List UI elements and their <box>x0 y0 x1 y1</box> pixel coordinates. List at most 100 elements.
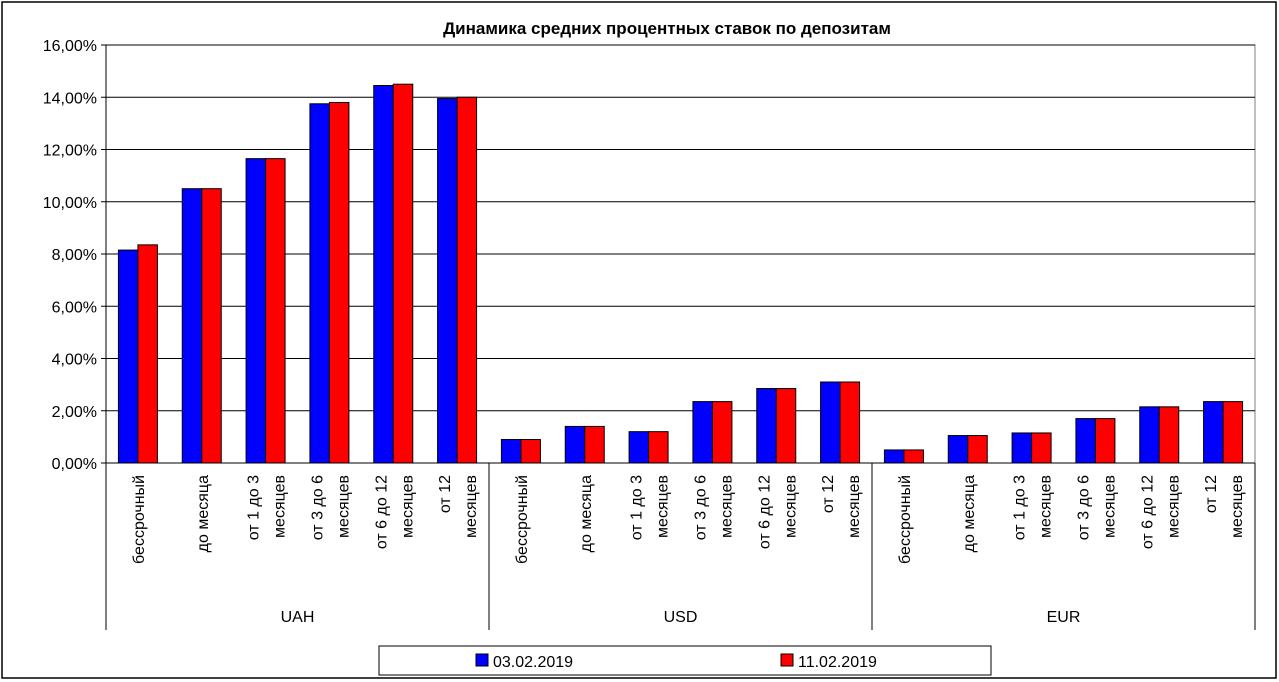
category-label: бессрочный <box>514 475 531 564</box>
category-label: от 1 до 3 месяцев <box>1012 475 1055 540</box>
category-label-line: месяцев <box>782 475 799 538</box>
bar-eur-2-series-1 <box>947 435 969 464</box>
bar-usd-3-series-1 <box>628 431 650 464</box>
category-label-line: месяцев <box>655 475 672 538</box>
category-label: бессрочный <box>131 475 148 564</box>
category-label: от 6 до 12 месяцев <box>373 475 416 549</box>
category-label-line: до месяца <box>578 475 595 552</box>
bar-usd-5-series-2 <box>775 388 797 464</box>
bar-uah-2-series-1 <box>181 188 203 464</box>
category-label-line: от 1 до 3 <box>629 475 646 540</box>
category-label: от 6 до 12 месяцев <box>756 475 799 549</box>
category-label-line: бессрочный <box>897 475 914 564</box>
bar-uah-3-series-2 <box>265 158 286 464</box>
category-label-line: бессрочный <box>131 475 148 564</box>
legend-label-series-1: 03.02.2019 <box>493 654 573 671</box>
category-label: до месяца <box>195 475 212 552</box>
category-label-line: от 1 до 3 <box>246 475 263 540</box>
category-label-line: месяцев <box>272 475 289 538</box>
legend-label-series-2: 11.02.2019 <box>798 654 877 671</box>
category-label-line: от 12 <box>820 475 837 513</box>
bar-uah-1-series-2 <box>137 244 158 464</box>
category-label-line: от 3 до 6 <box>1075 475 1092 540</box>
category-label-line: месяцев <box>1229 475 1246 538</box>
category-label: от 3 до 6 месяцев <box>1075 475 1118 540</box>
group-label-usd: USD <box>664 609 698 626</box>
category-label-line: бессрочный <box>514 475 531 564</box>
category-label-line: от 12 <box>1203 475 1220 513</box>
bar-uah-4-series-1 <box>309 103 330 464</box>
bar-eur-4-series-1 <box>1075 418 1096 464</box>
y-tick-label: 6,00% <box>52 299 97 316</box>
bar-uah-6-series-1 <box>437 98 458 464</box>
chart-title: Динамика средних процентных ставок по де… <box>443 19 891 38</box>
bar-usd-1-series-1 <box>500 438 522 464</box>
bar-eur-3-series-1 <box>1011 432 1033 464</box>
y-tick-label: 12,00% <box>43 143 97 160</box>
category-label-line: от 3 до 6 <box>309 475 326 540</box>
bar-eur-2-series-2 <box>967 435 988 464</box>
bar-uah-2-series-2 <box>201 188 222 464</box>
category-label: до месяца <box>578 475 595 552</box>
y-tick-label: 14,00% <box>43 90 97 107</box>
category-label: от 1 до 3 месяцев <box>246 475 289 540</box>
bar-eur-6-series-2 <box>1222 401 1244 464</box>
group-label-uah: UAH <box>281 609 315 626</box>
bar-uah-5-series-1 <box>373 84 394 464</box>
bar-uah-6-series-2 <box>456 96 478 464</box>
bar-usd-4-series-1 <box>692 401 713 464</box>
category-label-line: месяцев <box>1101 475 1118 538</box>
bar-uah-5-series-2 <box>392 83 414 464</box>
category-label: бессрочный <box>897 475 914 564</box>
bar-usd-2-series-1 <box>564 425 586 464</box>
category-label-line: от 6 до 12 <box>373 475 390 549</box>
bar-eur-4-series-2 <box>1094 418 1116 464</box>
category-label-line: от 6 до 12 <box>1139 475 1156 549</box>
category-label-line: месяцев <box>335 475 352 538</box>
bar-usd-6-series-2 <box>839 381 861 464</box>
y-tick-label: 16,00% <box>43 38 97 55</box>
y-tick-label: 10,00% <box>43 195 97 212</box>
category-label: от 6 до 12 месяцев <box>1139 475 1182 549</box>
category-label: от 1 до 3 месяцев <box>629 475 672 540</box>
bar-eur-6-series-1 <box>1203 401 1224 464</box>
category-label: от 12 месяцев <box>1203 475 1246 538</box>
category-label: от 12 месяцев <box>820 475 863 538</box>
bar-eur-1-series-1 <box>883 449 905 464</box>
bar-uah-1-series-1 <box>117 249 139 464</box>
category-label-line: месяцев <box>1038 475 1055 538</box>
category-label-line: месяцев <box>1165 475 1182 538</box>
bar-usd-5-series-1 <box>756 388 777 464</box>
category-label-line: месяцев <box>846 475 863 538</box>
group-label-eur: EUR <box>1047 609 1081 626</box>
category-label-line: от 3 до 6 <box>692 475 709 540</box>
bar-eur-5-series-1 <box>1139 406 1160 464</box>
category-label: до месяца <box>961 475 978 552</box>
legend-swatch-series-2 <box>780 653 794 667</box>
bar-uah-4-series-2 <box>328 101 350 464</box>
category-label-line: от 6 до 12 <box>756 475 773 549</box>
category-label: от 12 месяцев <box>437 475 480 538</box>
category-label-line: месяцев <box>399 475 416 538</box>
y-tick-label: 8,00% <box>52 247 97 264</box>
y-tick-label: 0,00% <box>52 456 97 473</box>
bar-eur-1-series-2 <box>903 449 924 464</box>
category-label-line: месяцев <box>463 475 480 538</box>
bar-usd-6-series-1 <box>820 381 841 464</box>
category-label-line: до месяца <box>195 475 212 552</box>
category-label-line: месяцев <box>718 475 735 538</box>
category-label-line: от 12 <box>437 475 454 513</box>
y-tick-label: 4,00% <box>52 352 97 369</box>
legend <box>378 645 992 676</box>
bar-usd-1-series-2 <box>520 438 541 464</box>
bar-usd-4-series-2 <box>711 401 733 464</box>
bar-usd-3-series-2 <box>648 431 669 464</box>
category-label-line: от 1 до 3 <box>1012 475 1029 540</box>
bar-usd-2-series-2 <box>584 425 605 464</box>
bar-uah-3-series-1 <box>245 158 267 464</box>
bar-eur-5-series-2 <box>1158 406 1180 464</box>
category-label: от 3 до 6 месяцев <box>309 475 352 540</box>
